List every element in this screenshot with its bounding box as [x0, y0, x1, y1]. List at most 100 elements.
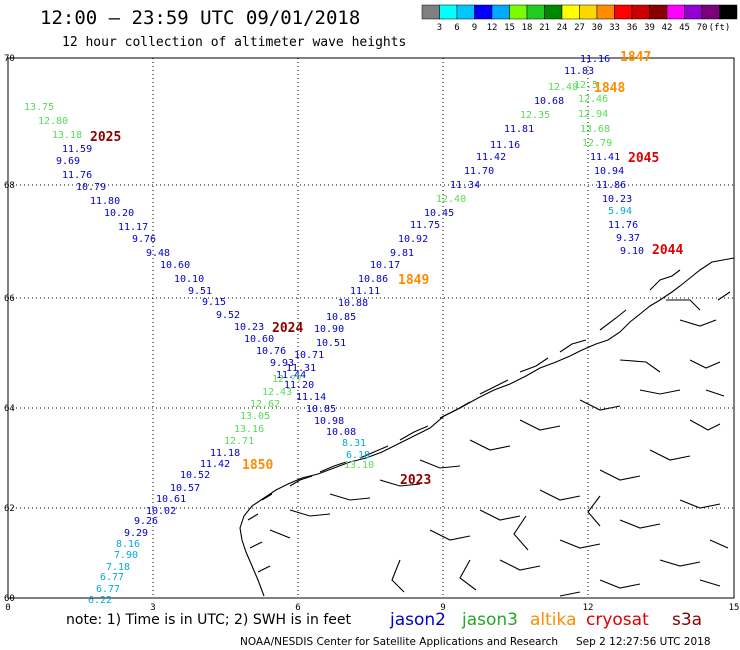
legend-cryosat: cryosat [586, 610, 649, 630]
wave-height-value: 10.94 [594, 166, 624, 177]
wave-height-value: 11.76 [62, 170, 92, 181]
colorbar-label: 21 [539, 23, 550, 33]
lat-label: 66 [4, 294, 15, 304]
legend-jason2: jason2 [389, 610, 446, 630]
colorbar-label: 33 [609, 23, 620, 33]
colorbar-label: 9 [472, 23, 477, 33]
wave-height-value: 12.71 [224, 436, 254, 447]
lon-label: 12 [583, 603, 594, 613]
wave-height-value: 10.79 [76, 182, 106, 193]
wave-height-value: 11.20 [284, 380, 314, 391]
wave-height-value: 12.43 [262, 387, 292, 398]
wave-height-value: 10.98 [314, 416, 344, 427]
wave-height-value: 12.48 [548, 82, 578, 93]
wave-height-value: 11.42 [476, 152, 506, 163]
wave-height-value: 12.?? [272, 374, 302, 385]
colorbar-swatch [439, 4, 458, 20]
wave-height-value: 10.52 [180, 470, 210, 481]
wave-height-value: 10.86 [358, 274, 388, 285]
legend-jason3: jason3 [461, 610, 518, 630]
wave-height-value: 10.88 [338, 298, 368, 309]
colorbar-swatch [614, 4, 633, 20]
satellite-legend: jason2 jason3 altika cryosat s3a [389, 610, 702, 630]
wave-height-value: 12.80 [38, 116, 68, 127]
wave-height-value: 11.16 [490, 140, 520, 151]
colorbar-swatch [561, 4, 580, 20]
lon-label: 15 [729, 603, 740, 613]
legend-altika: altika [530, 610, 577, 630]
colorbar-swatch [596, 4, 615, 20]
wave-height-value: 11.80 [90, 196, 120, 207]
pass-time-label: 2044 [652, 243, 683, 258]
pass-time-label: 1849 [398, 273, 429, 288]
wave-height-value: 10.17 [370, 260, 400, 271]
colorbar-swatch [544, 4, 563, 20]
colorbar-label: 6 [454, 23, 459, 33]
lat-label: 70 [4, 54, 15, 64]
lat-label: 64 [4, 404, 15, 414]
wave-height-value: 9.69 [56, 156, 80, 167]
colorbar-label: 12 [487, 23, 498, 33]
wave-height-value: 13.05 [240, 411, 270, 422]
wave-height-value: 11.76 [608, 220, 638, 231]
wave-height-value: 12.5 [574, 80, 598, 91]
colorbar-label: 3 [437, 23, 442, 33]
wave-height-value: 12.35 [520, 110, 550, 121]
wave-height-value: 9.76 [132, 234, 156, 245]
wave-height-value: 13.10 [344, 460, 374, 471]
colorbar-swatch [719, 4, 738, 20]
lon-label: 6 [295, 603, 300, 613]
wave-height-value: 11.81 [504, 124, 534, 135]
pass-time-label: 1848 [594, 81, 625, 96]
norway-coastline [239, 257, 735, 597]
colorbar-label: 18 [522, 23, 533, 33]
colorbar-label: 70 [697, 23, 708, 33]
colorbar-swatch [701, 4, 720, 20]
wave-height-value: 5.94 [608, 206, 632, 217]
pass-time-label: 1847 [620, 50, 651, 65]
pass-time-labels: 2025 2024 1850 1849 1847 1848 2045 2044 2023 [90, 50, 683, 488]
wave-height-value: 10.02 [146, 506, 176, 517]
wave-height-labels: 13.7512.8013.1811.599.6911.7610.7911.801… [24, 54, 644, 606]
wave-height-value: 12.79 [582, 138, 612, 149]
wave-height-value: 10.60 [160, 260, 190, 271]
colorbar-swatch [526, 4, 545, 20]
wave-height-value: 7.18 [106, 562, 130, 573]
wave-height-value: 10.92 [398, 234, 428, 245]
footer-note: note: 1) Time is in UTC; 2) SWH is in fe… [66, 612, 352, 628]
wave-height-value: 12.46 [578, 94, 608, 105]
wave-height-value: 6.22 [88, 595, 112, 606]
graticule [8, 58, 734, 598]
wave-height-value: 10.51 [316, 338, 346, 349]
pass-time-label: 1850 [242, 458, 273, 473]
map-subtitle: 12 hour collection of altimeter wave hei… [62, 35, 406, 50]
wave-height-value: 10.68 [534, 96, 564, 107]
wave-height-value: 10.23 [234, 322, 264, 333]
colorbar-swatch [421, 4, 440, 20]
wave-height-value: 13.75 [24, 102, 54, 113]
colorbar-label: 45 [679, 23, 690, 33]
wave-height-value: 11.42 [200, 459, 230, 470]
lat-label: 68 [4, 181, 15, 191]
wave-height-value: 10.85 [326, 312, 356, 323]
pass-time-label: 2023 [400, 473, 431, 488]
wave-height-value: 11.59 [62, 144, 92, 155]
pass-time-label: 2025 [90, 130, 121, 145]
colorbar-swatch [684, 4, 703, 20]
wave-height-value: 7.90 [114, 550, 138, 561]
wave-height-colorbar: 3 6 9 12 15 18 21 24 27 30 33 36 39 42 45 70 (ft) [421, 4, 738, 33]
wave-height-value: 9.93 [270, 358, 294, 369]
colorbar-swatch [579, 4, 598, 20]
wave-height-value: 12.40 [436, 194, 466, 205]
footer-credit: NOAA/NESDIS Center for Satellite Applica… [240, 636, 558, 648]
colorbar-swatch [491, 4, 510, 20]
colorbar-label: 27 [574, 23, 585, 33]
pass-time-label: 2024 [272, 321, 303, 336]
wave-height-value: 10.08 [326, 427, 356, 438]
colorbar-label: 42 [662, 23, 673, 33]
colorbar-label: 15 [504, 23, 515, 33]
wave-height-value: 11.14 [296, 392, 326, 403]
wave-height-value: 10.61 [156, 494, 186, 505]
wave-height-value: 11.18 [210, 448, 240, 459]
wave-height-value: 10.85 [306, 404, 336, 415]
